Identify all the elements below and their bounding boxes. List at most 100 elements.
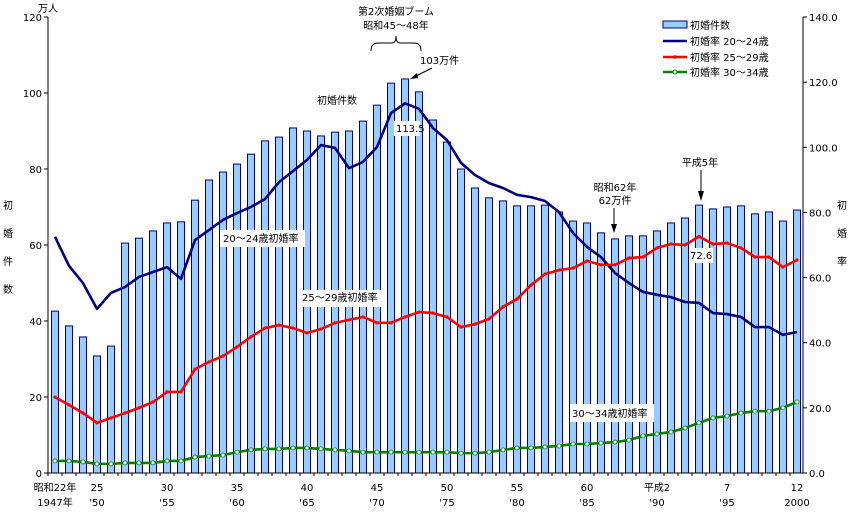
- bar-1976: [457, 168, 465, 474]
- point-s2-1972: [403, 315, 407, 319]
- x-tick-label: 50: [441, 483, 454, 494]
- point-s2-1986: [599, 263, 603, 267]
- label-20-24: 20～24歳初婚率: [223, 232, 298, 245]
- bar-1950: [93, 355, 101, 474]
- left-tick-label: 120: [23, 13, 42, 24]
- bar-1959: [219, 171, 227, 474]
- point-s2-1960: [235, 345, 239, 349]
- label-30-34: 30～34歳初婚率: [572, 407, 647, 420]
- point-s2-1989: [641, 255, 645, 259]
- bar-1979: [499, 200, 507, 474]
- point-s2-1961: [249, 335, 253, 339]
- point-s2-1973: [417, 310, 421, 314]
- point-s2-1970: [375, 321, 379, 325]
- point-s2-1966: [319, 327, 323, 331]
- point-s2-1997: [753, 255, 757, 259]
- point-s2-1991: [669, 242, 673, 246]
- point-s2-1951: [109, 416, 113, 420]
- point-s2-1964: [291, 326, 295, 330]
- point-s3-1997: [752, 408, 758, 414]
- x-tick-label: 平成2: [644, 482, 670, 494]
- point-s2-1996: [739, 246, 743, 250]
- point-s3-1987: [612, 439, 618, 445]
- right-tick-label: 20.0: [809, 404, 831, 415]
- bar-1953: [135, 237, 143, 474]
- point-s2-1968: [347, 318, 351, 322]
- point-s3-2000: [794, 399, 800, 405]
- axis-label-char: 件: [3, 256, 13, 268]
- point-s3-1960: [234, 449, 240, 455]
- right-tick-label: 0.0: [809, 469, 825, 480]
- bar-1998: [765, 211, 773, 474]
- point-s2-1953: [137, 406, 141, 410]
- bar-1954: [149, 230, 157, 474]
- x-tick-label: 30: [161, 483, 174, 494]
- x-tick-label-western: '85: [579, 498, 594, 508]
- bar-2000: [793, 209, 801, 474]
- point-s3-1988: [626, 437, 632, 443]
- point-s3-1953: [136, 460, 142, 466]
- point-s2-1982: [543, 272, 547, 276]
- right-tick-label: 60.0: [809, 274, 831, 285]
- point-s2-1983: [557, 268, 561, 272]
- boom-years: 昭和45～48年: [363, 19, 428, 32]
- point-s3-1959: [220, 452, 226, 458]
- bar-1961: [247, 153, 255, 474]
- point-s3-1968: [346, 448, 352, 454]
- point-s2-1981: [529, 283, 533, 287]
- left-tick-label: 100: [23, 89, 42, 100]
- point-s2-1948: [67, 403, 71, 407]
- point-s3-1976: [458, 450, 464, 456]
- point-s2-1956: [179, 390, 183, 394]
- x-tick-label: 35: [231, 483, 244, 494]
- point-s3-1985: [584, 441, 590, 447]
- legend-marker-25-29: [673, 55, 677, 59]
- boom-brace: [370, 35, 422, 52]
- axes: 0 20 40 60 80 100 120 0.0 20.0 40.0 60.0 80.0 100.0 1…: [23, 13, 838, 509]
- h5-year-label: 平成5年: [682, 156, 718, 169]
- x-tick-label-western: '95: [719, 498, 734, 508]
- point-s3-1965: [304, 445, 310, 451]
- count-series-label: 初婚件数: [317, 94, 357, 107]
- axis-label-char: 婚: [837, 227, 847, 240]
- point-s3-1956: [178, 458, 184, 464]
- point-s3-1964: [290, 445, 296, 451]
- left-tick-label: 40: [29, 317, 42, 328]
- bar-1964: [289, 127, 297, 474]
- point-s3-1963: [276, 446, 282, 452]
- left-axis-label: 初婚件数: [3, 199, 13, 296]
- point-s3-1982: [542, 444, 548, 450]
- x-tick-label-western: '50: [89, 498, 104, 508]
- point-s3-1955: [164, 458, 170, 464]
- s62-year-label: 昭和62年: [594, 181, 637, 194]
- point-s2-1959: [221, 354, 225, 358]
- bar-1972: [401, 78, 409, 474]
- x-tick-label-western: 1947年: [37, 496, 72, 508]
- point-s3-1972: [402, 449, 408, 455]
- point-s2-1950: [95, 421, 99, 425]
- left-tick-label: 60: [29, 241, 42, 252]
- left-axis-unit: 万人: [38, 3, 58, 15]
- x-tick-label-western: '90: [649, 498, 664, 508]
- line-series-2: [54, 235, 798, 425]
- point-s3-1983: [556, 443, 562, 449]
- point-s2-1993: [697, 234, 701, 239]
- point-s2-1985: [585, 259, 589, 263]
- bar-1952: [121, 242, 129, 474]
- bar-1970: [373, 104, 381, 474]
- bar-1974: [429, 119, 437, 474]
- peak-count-label: 103万件: [420, 55, 459, 67]
- point-s3-1961: [248, 447, 254, 453]
- x-tick-label: 25: [91, 483, 104, 494]
- point-s3-1952: [122, 460, 128, 466]
- point-s3-1949: [80, 459, 86, 465]
- x-tick-label-western: '70: [369, 498, 384, 508]
- point-s2-1978: [487, 317, 491, 321]
- axis-label-char: 初: [837, 199, 847, 212]
- point-s3-1966: [318, 446, 324, 452]
- point-s2-1954: [151, 400, 155, 404]
- bar-1973: [415, 91, 423, 474]
- s62-count-label: 62万件: [599, 195, 632, 207]
- point-s2-2000: [795, 258, 799, 262]
